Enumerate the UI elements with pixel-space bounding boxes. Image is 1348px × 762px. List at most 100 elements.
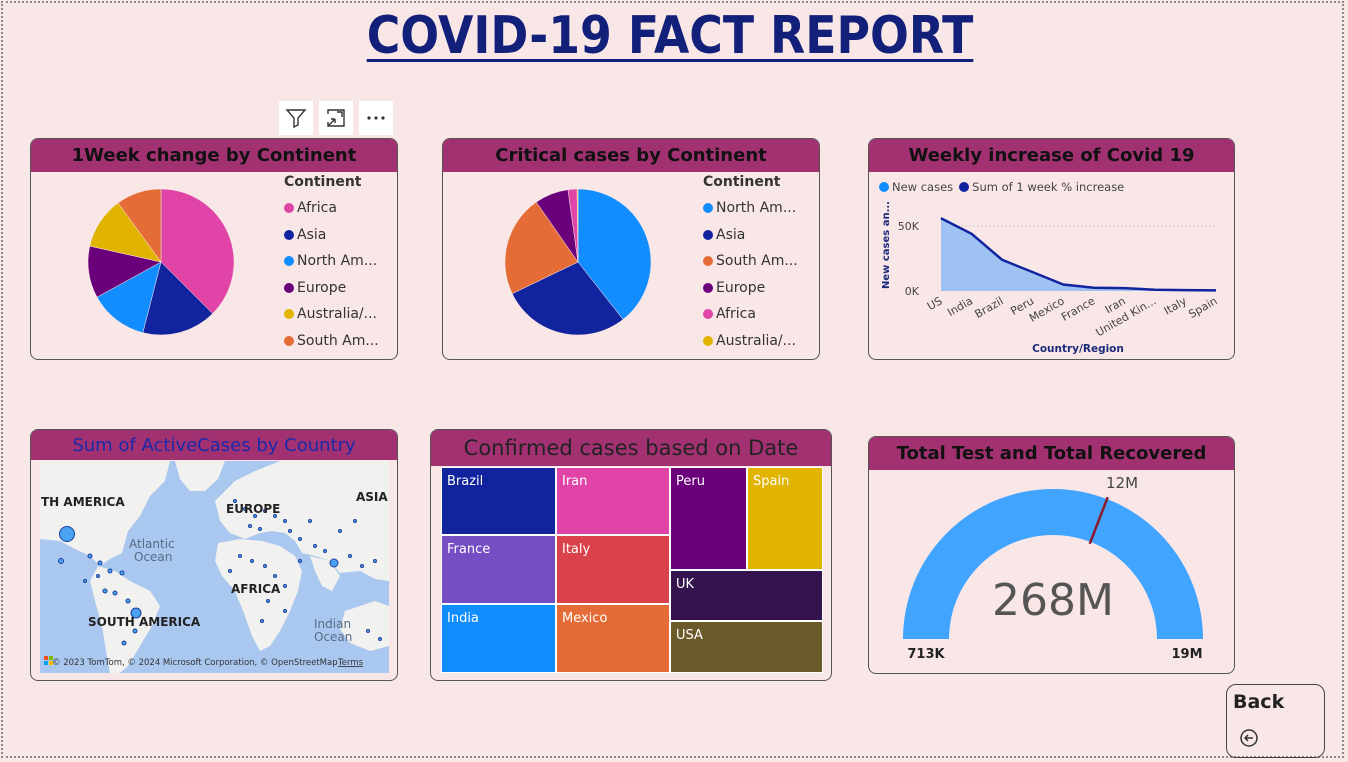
gauge-max-label: 19M xyxy=(1171,647,1202,662)
active-cases-card[interactable]: Sum of ActiveCases by Country xyxy=(30,429,398,681)
legend-item[interactable]: Africa xyxy=(703,301,798,328)
map-bubble-medium xyxy=(329,558,339,568)
pie-slice-south-america[interactable] xyxy=(504,201,579,294)
gauge-value-label: 268M xyxy=(992,575,1114,626)
legend-label: Sum of 1 week % increase xyxy=(972,180,1125,194)
x-tick-label: Spain xyxy=(1186,294,1219,321)
weekly-increase-card[interactable]: Weekly increase of Covid 19 New cases Su… xyxy=(868,138,1235,360)
gauge-chart[interactable]: 12M 268M 713K 19M xyxy=(869,471,1234,671)
card-title: 1Week change by Continent xyxy=(31,139,397,172)
legend-label: Asia xyxy=(716,226,746,243)
map-terms-link[interactable]: Terms xyxy=(337,658,364,668)
pie-slice-asia[interactable] xyxy=(142,261,213,336)
card-title: Confirmed cases based on Date xyxy=(431,430,831,466)
legend-item[interactable]: North Am... xyxy=(703,195,798,222)
legend-label: South Am... xyxy=(716,253,798,270)
gauge-min-label: 713K xyxy=(907,647,945,662)
legend-dot xyxy=(703,309,713,320)
focus-mode-icon xyxy=(327,109,345,127)
treemap-cell-iran[interactable]: Iran xyxy=(556,467,670,535)
legend-item[interactable]: North Am... xyxy=(284,248,379,275)
confirmed-cases-card[interactable]: Confirmed cases based on Date Brazil Ira… xyxy=(430,429,832,681)
treemap-cell-peru[interactable]: Peru xyxy=(670,467,747,570)
map-markers xyxy=(58,499,382,646)
week-change-legend: Continent Africa Asia North Am... Europe… xyxy=(284,174,379,354)
legend-item[interactable]: Asia xyxy=(703,222,798,249)
week-change-card[interactable]: 1Week change by Continent Continent Afri… xyxy=(30,138,398,360)
legend-item[interactable]: Europe xyxy=(284,275,379,302)
gauge-value-arc[interactable] xyxy=(903,489,1203,639)
map-label-asia: ASIA xyxy=(356,490,388,504)
back-arrow-icon xyxy=(1240,729,1258,747)
legend-dot xyxy=(703,229,713,240)
legend-label: Asia xyxy=(297,226,327,243)
pie-slice-north-america[interactable] xyxy=(96,261,162,334)
legend-item[interactable]: Africa xyxy=(284,195,379,222)
legend-item[interactable]: South Am... xyxy=(703,248,798,275)
treemap-cell-italy[interactable]: Italy xyxy=(556,535,670,604)
map-bubble-medium xyxy=(130,607,142,619)
map-label-atlantic-ocean: Ocean xyxy=(134,550,172,564)
eurasia-land xyxy=(215,461,389,581)
filter-button[interactable] xyxy=(279,101,313,135)
legend-item[interactable]: Australia/... xyxy=(284,301,379,328)
treemap-cell-india[interactable]: India xyxy=(441,604,556,673)
legend-label: North Am... xyxy=(297,253,378,270)
australia-land xyxy=(340,601,389,651)
map-label-europe: EUROPE xyxy=(226,502,280,516)
map-label-south-america: SOUTH AMERICA xyxy=(88,615,201,629)
legend-item[interactable]: Europe xyxy=(703,275,798,302)
pie-slice-asia[interactable] xyxy=(511,261,624,336)
area-series-new-cases[interactable] xyxy=(941,218,1216,291)
x-tick-label: United Kin... xyxy=(1094,294,1159,339)
week-change-pie[interactable] xyxy=(81,182,241,342)
treemap-cell-france[interactable]: France xyxy=(441,535,556,604)
more-options-button[interactable] xyxy=(359,101,393,135)
legend-dot xyxy=(284,229,294,240)
report-title: COVID-19 FACT REPORT xyxy=(366,6,974,66)
pie-slice-australia-oceania[interactable] xyxy=(576,188,579,263)
card-title: Critical cases by Continent xyxy=(443,139,819,172)
legend-item[interactable]: Australia/... xyxy=(703,328,798,355)
legend-label: Australia/... xyxy=(297,306,377,323)
treemap-cell-usa[interactable]: USA xyxy=(670,621,823,673)
legend-dot xyxy=(703,203,713,214)
pie-slice-north-america[interactable] xyxy=(577,188,652,320)
map-label-indian: Indian xyxy=(314,617,351,631)
back-button[interactable]: Back xyxy=(1226,684,1325,758)
critical-cases-legend: Continent North Am... Asia South Am... E… xyxy=(703,174,798,354)
legend-item[interactable]: South Am... xyxy=(284,328,379,355)
card-title: Sum of ActiveCases by Country xyxy=(31,430,397,460)
treemap-cell-spain[interactable]: Spain xyxy=(747,467,823,570)
microsoft-logo-icon xyxy=(44,656,53,665)
map-label-africa: AFRICA xyxy=(231,582,281,596)
legend-dot xyxy=(703,335,713,346)
critical-cases-card[interactable]: Critical cases by Continent Continent No… xyxy=(442,138,820,360)
more-options-icon xyxy=(367,116,385,120)
back-label: Back xyxy=(1233,691,1285,713)
legend-item[interactable]: Asia xyxy=(284,222,379,249)
line-series-week-increase[interactable] xyxy=(940,217,1217,292)
legend-label: Australia/... xyxy=(716,332,796,349)
treemap-cell-brazil[interactable]: Brazil xyxy=(441,467,556,535)
map-label-north-america: TH AMERICA xyxy=(41,495,125,509)
south-america-land xyxy=(90,566,160,673)
pie-slice-south-america[interactable] xyxy=(117,188,162,263)
gauge-card[interactable]: Total Test and Total Recovered 12M 268M 71… xyxy=(868,436,1235,674)
visual-toolbar xyxy=(279,101,393,135)
treemap-cell-uk[interactable]: UK xyxy=(670,570,823,621)
pie-slice-africa[interactable] xyxy=(160,188,235,314)
world-map[interactable]: TH AMERICA EUROPE ASIA AFRICA SOUTH AMER… xyxy=(40,461,389,673)
africa-land xyxy=(215,539,302,651)
y-axis-label: New cases an... xyxy=(881,201,892,289)
legend-dot xyxy=(959,182,970,192)
legend-dot xyxy=(703,256,713,267)
critical-cases-pie[interactable] xyxy=(498,182,658,342)
map-bubble-large xyxy=(59,526,75,542)
x-tick-label: US xyxy=(925,294,945,313)
legend-label: Europe xyxy=(716,279,766,296)
treemap-cell-mexico[interactable]: Mexico xyxy=(556,604,670,673)
gauge-target-label: 12M xyxy=(1106,474,1138,492)
focus-mode-button[interactable] xyxy=(319,101,353,135)
